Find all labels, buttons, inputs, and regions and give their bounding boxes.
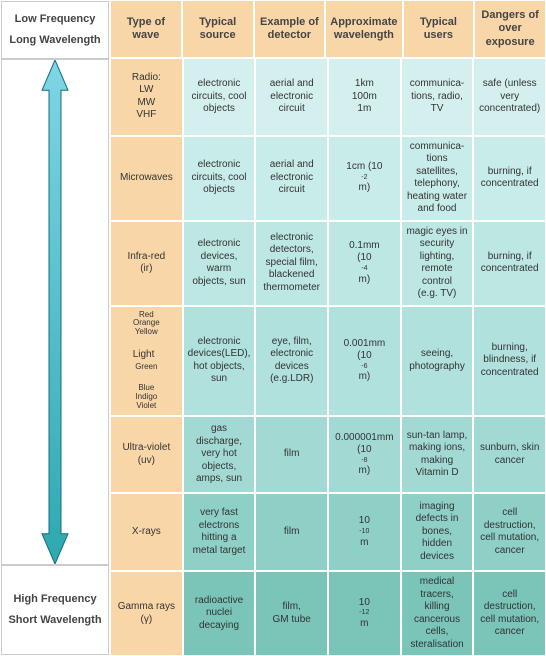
table-cell: burning, ifconcentrated [473,136,546,221]
table-cell: 10-12m [328,571,401,656]
table-cell: electronicdevices,warmobjects, sun [183,221,256,306]
em-spectrum-table: Low Frequency Long Wavelength High Frequ… [0,0,546,656]
table-cell: film [255,493,328,571]
table-row: Radio:LWMWVHFelectroniccircuits, coolobj… [110,58,546,136]
table-body: Radio:LWMWVHFelectroniccircuits, coolobj… [110,58,546,656]
spectrum-arrow-icon [40,60,70,564]
header-cell: Example of detector [254,0,326,58]
table-cell: RedOrangeYellowLight GreenBlueIndigoViol… [110,306,183,416]
table-cell: X-rays [110,493,183,571]
low-freq-label: Low Frequency Long Wavelength [1,1,109,59]
table-cell: safe (unlessveryconcentrated) [473,58,546,136]
table-cell: 1cm (10-2m) [328,136,401,221]
high-freq-label: High Frequency Short Wavelength [1,565,109,655]
table-cell: 10-10m [328,493,401,571]
table-cell: electroniccircuits, coolobjects [183,58,256,136]
table-cell: film [255,416,328,494]
table-cell: sun-tan lamp,making ions,makingVitamin D [401,416,474,494]
table-cell: burning, ifconcentrated [473,221,546,306]
table-row: X-raysvery fastelectronshitting ametal t… [110,493,546,571]
table-cell: burning,blindness, ifconcentrated [473,306,546,416]
table-cell: Gamma rays(γ) [110,571,183,656]
table-cell: magic eyes insecuritylighting,remote con… [401,221,474,306]
table-cell: imagingdefects inbones,hiddendevices [401,493,474,571]
table-cell: Infra-red(ir) [110,221,183,306]
table-row: Infra-red(ir)electronicdevices,warmobjec… [110,221,546,306]
table-cell: communica-tions, radio,TV [401,58,474,136]
table-cell: gasdischarge,very hotobjects,amps, sun [183,416,256,494]
long-wave-text: Long Wavelength [9,33,100,48]
table-cell: seeing,photography [401,306,474,416]
table-cell: sunburn, skincancer [473,416,546,494]
table-cell: 0.001mm(10-6m) [328,306,401,416]
short-wave-text: Short Wavelength [8,613,101,628]
table-row: Microwaveselectroniccircuits, coolobject… [110,136,546,221]
header-cell: Type of wave [110,0,182,58]
table-cell: 0.1mm(10-4m) [328,221,401,306]
header-cell: Dangers of over exposure [474,0,546,58]
table-cell: Radio:LWMWVHF [110,58,183,136]
table-cell: electronicdetectors,special film,blacken… [255,221,328,306]
table-row: Ultra-violet(uv)gasdischarge,very hotobj… [110,416,546,494]
table-cell: electroniccircuits, coolobjects [183,136,256,221]
table-cell: celldestruction,cell mutation,cancer [473,493,546,571]
table-cell: very fastelectronshitting ametal target [183,493,256,571]
left-column: Low Frequency Long Wavelength High Frequ… [0,0,110,656]
table-row: Gamma rays(γ)radioactivenucleidecayingfi… [110,571,546,656]
table-cell: eye, film,electronicdevices(e.g.LDR) [255,306,328,416]
table-cell: 1km100m1m [328,58,401,136]
table-cell: medicaltracers,killingcancerouscells,ste… [401,571,474,656]
low-freq-text: Low Frequency [15,12,96,27]
header-row: Type of waveTypical sourceExample of det… [110,0,546,58]
table-cell: 0.000001mm(10-8m) [328,416,401,494]
table: Type of waveTypical sourceExample of det… [110,0,546,656]
table-cell: Microwaves [110,136,183,221]
table-cell: electronicdevices(LED),hot objects,sun [183,306,256,416]
arrow-cell [1,59,109,565]
table-cell: communica-tionssatellites,telephony,heat… [401,136,474,221]
table-cell: film,GM tube [255,571,328,656]
table-cell: aerial andelectroniccircuit [255,58,328,136]
header-cell: Typical source [182,0,254,58]
table-row: RedOrangeYellowLight GreenBlueIndigoViol… [110,306,546,416]
table-cell: aerial andelectroniccircuit [255,136,328,221]
table-cell: Ultra-violet(uv) [110,416,183,494]
header-cell: Typical users [403,0,475,58]
table-cell: radioactivenucleidecaying [183,571,256,656]
high-freq-text: High Frequency [13,592,96,607]
table-cell: celldestruction,cell mutation,cancer [473,571,546,656]
header-cell: Approximate wavelength [325,0,402,58]
